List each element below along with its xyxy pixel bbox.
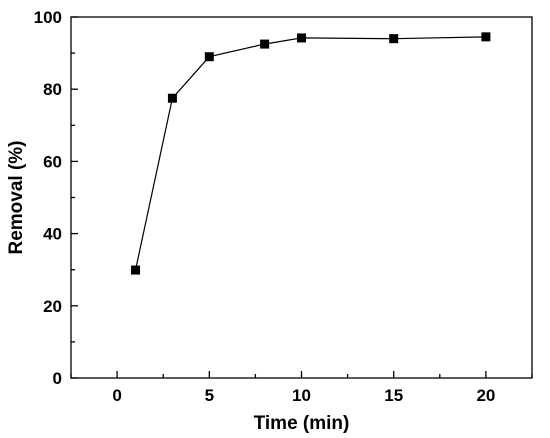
x-tick-label: 20 (476, 386, 495, 405)
x-tick-label: 5 (205, 386, 214, 405)
y-axis-title: Removal (%) (6, 140, 27, 254)
data-point (389, 34, 399, 44)
data-point (260, 39, 270, 49)
x-tick-label: 15 (384, 386, 403, 405)
x-tick-label: 0 (112, 386, 121, 405)
data-point (167, 93, 177, 103)
y-tick-label: 20 (43, 297, 62, 316)
axes: 0 20 40 60 80 100 0 5 10 15 20 (34, 8, 533, 405)
y-tick-label: 60 (43, 152, 62, 171)
x-axis-title: Time (min) (254, 413, 350, 434)
x-tick-label: 10 (292, 386, 311, 405)
plot-frame (70, 16, 533, 379)
data-point (481, 32, 491, 42)
y-tick-label: 100 (34, 8, 62, 27)
data-point (297, 33, 306, 43)
series-line (134, 36, 486, 271)
data-point (131, 265, 141, 275)
y-tick-label: 0 (53, 369, 62, 388)
data-point (204, 52, 214, 62)
y-tick-label: 80 (43, 80, 62, 99)
series (131, 32, 491, 275)
y-tick-label: 40 (43, 225, 62, 244)
